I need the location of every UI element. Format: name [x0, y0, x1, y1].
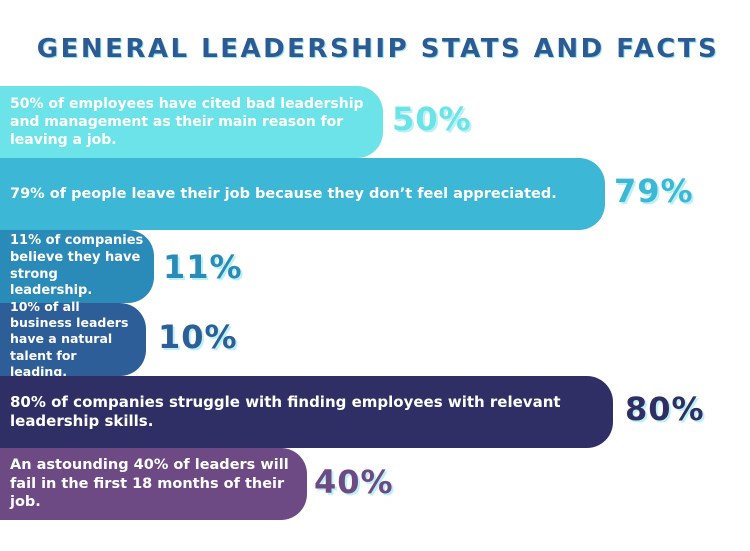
bar-79: 79% of people leave their job because th… [0, 158, 605, 230]
bar-label: 10% of all business leaders have a natur… [10, 298, 129, 379]
bar-label: 80% of companies struggle with finding e… [10, 392, 561, 431]
bar-label: 11% of companies believe they have stron… [10, 232, 144, 299]
bar-40: An astounding 40% of leaders will fail i… [0, 448, 307, 520]
value-label: 79% [614, 172, 694, 210]
bar-label: 50% of employees have cited bad leadersh… [10, 95, 364, 149]
bar-10: 10% of all business leaders have a natur… [0, 299, 146, 379]
value-label: 50% [392, 100, 472, 138]
bar-label: 79% of people leave their job because th… [10, 185, 557, 202]
chart-title: GENERAL LEADERSHIP STATS AND FACTS [36, 34, 720, 64]
value-label: 40% [314, 463, 394, 501]
value-label: 10% [158, 318, 238, 356]
value-label: 11% [163, 248, 243, 286]
bar-50: 50% of employees have cited bad leadersh… [0, 86, 383, 158]
value-label: 80% [625, 390, 705, 428]
bar-11: 11% of companies believe they have stron… [0, 230, 154, 303]
bar-label: An astounding 40% of leaders will fail i… [10, 456, 289, 511]
bar-80: 80% of companies struggle with finding e… [0, 376, 613, 448]
